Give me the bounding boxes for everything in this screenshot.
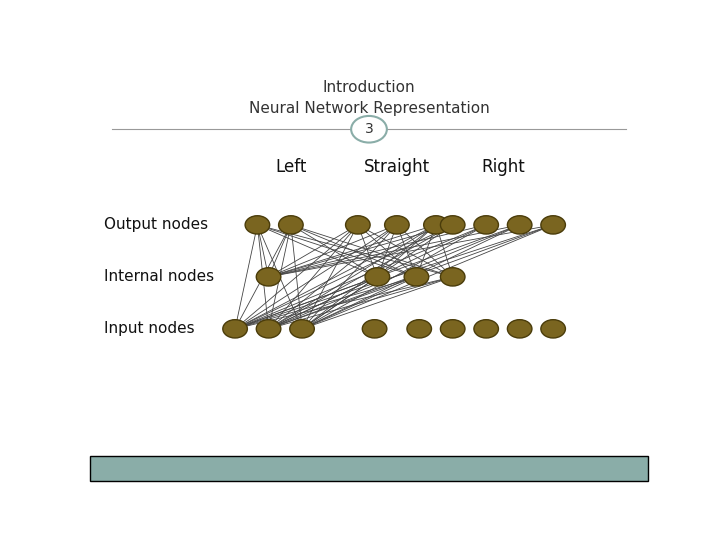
Circle shape [222,320,248,338]
Circle shape [423,216,449,234]
Circle shape [384,216,409,234]
Circle shape [441,320,465,338]
Circle shape [474,216,498,234]
Circle shape [256,320,281,338]
Circle shape [508,216,532,234]
Circle shape [279,216,303,234]
Circle shape [404,268,428,286]
Circle shape [474,320,498,338]
Circle shape [407,320,431,338]
Circle shape [256,268,281,286]
Circle shape [441,268,465,286]
FancyBboxPatch shape [90,456,648,481]
Circle shape [365,268,390,286]
Text: 3: 3 [364,122,374,136]
Circle shape [351,116,387,143]
Text: Neural Network Representation: Neural Network Representation [248,101,490,116]
Circle shape [346,216,370,234]
Text: Internal nodes: Internal nodes [104,269,214,285]
Circle shape [541,216,565,234]
Circle shape [362,320,387,338]
Text: Introduction: Introduction [323,80,415,95]
Text: Right: Right [481,158,525,176]
Text: Output nodes: Output nodes [104,218,208,232]
Circle shape [441,216,465,234]
Text: Straight: Straight [364,158,430,176]
Circle shape [541,320,565,338]
Text: Input nodes: Input nodes [104,321,194,336]
Circle shape [508,320,532,338]
Text: Left: Left [275,158,307,176]
Circle shape [245,216,270,234]
Circle shape [289,320,315,338]
